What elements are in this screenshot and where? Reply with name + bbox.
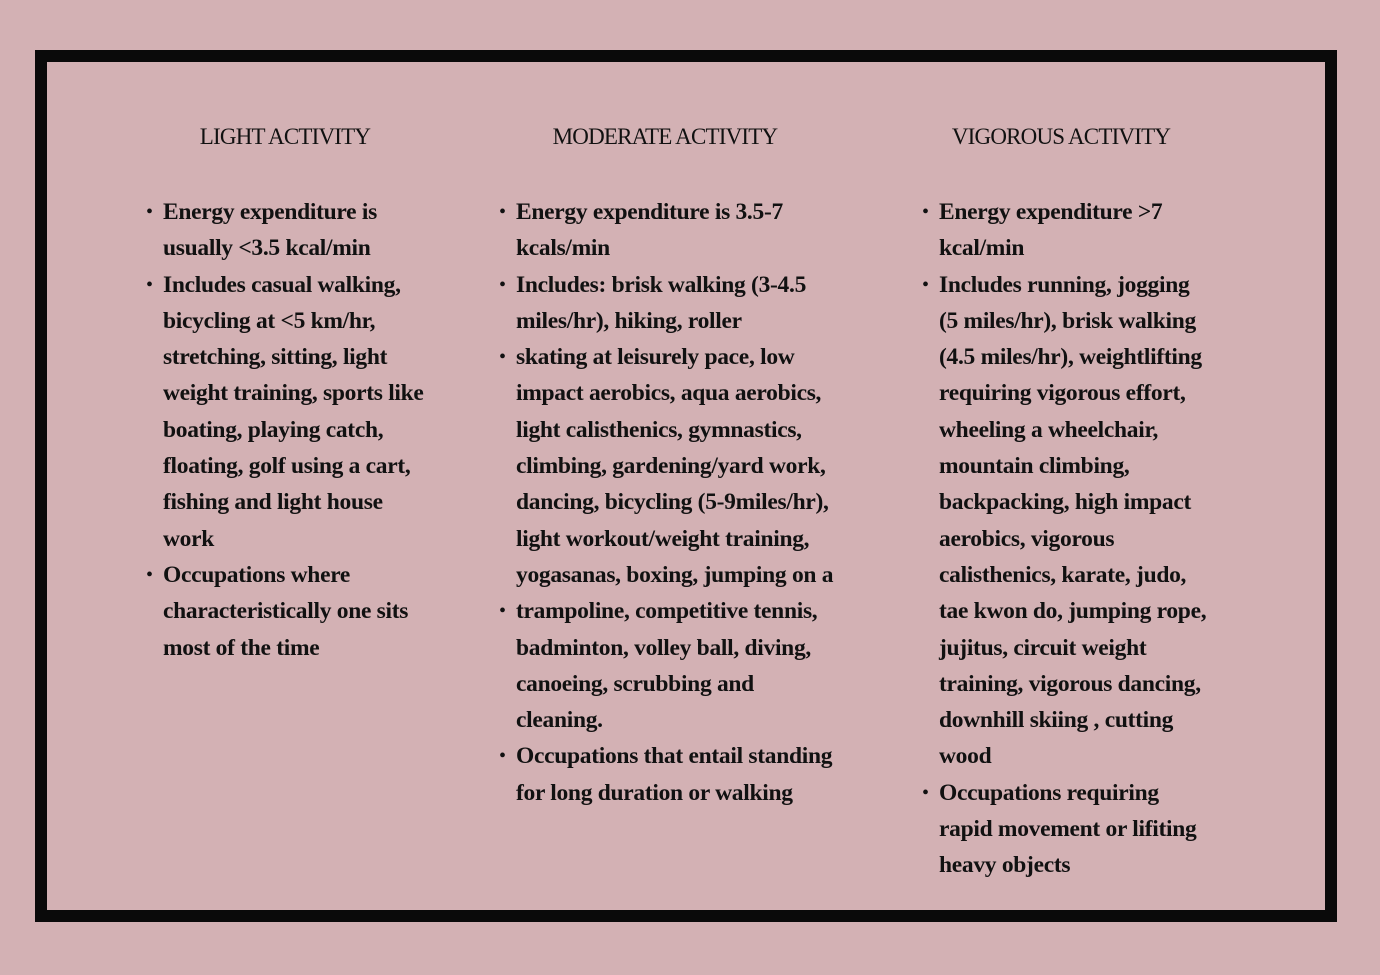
list-item-text: fishing and light house xyxy=(163,489,383,516)
list-item-text: weight training, sports like xyxy=(163,380,424,407)
list-item: • Includes: brisk walking (3-4.5 miles/hr)… xyxy=(499,267,833,340)
list-item-text: Occupations that entail standing xyxy=(516,743,833,770)
bullet-list: • Energy expenditure >7 kcal/min • Includes … xyxy=(922,194,1207,884)
list-item-text: calisthenics, karate, judo, xyxy=(939,561,1187,588)
list-item-text: kcal/min xyxy=(939,235,1025,262)
list-item-text: miles/hr), hiking, roller xyxy=(516,307,742,334)
list-item: • Occupations that entail standing for lon… xyxy=(499,738,833,811)
list-item-text: dancing, bicycling (5-9miles/hr), xyxy=(516,489,829,516)
list-item-text: cleaning. xyxy=(516,707,603,734)
bullet-icon: • xyxy=(146,273,154,296)
bullet-icon: • xyxy=(146,201,154,223)
list-item-text: tae kwon do, jumping rope, xyxy=(939,598,1207,625)
list-item-text: trampoline, competitive tennis, xyxy=(516,598,818,625)
column-heading: MODERATE ACTIVITY xyxy=(552,124,779,149)
list-item: • Energy expenditure >7 kcal/min xyxy=(922,194,1206,267)
list-item-text: jujitus, circuit weight xyxy=(939,634,1147,661)
list-item-text: mountain climbing, xyxy=(939,453,1130,480)
list-item: • Occupations requiring rapid movement or … xyxy=(922,775,1206,884)
list-item-text: Includes running, jogging xyxy=(939,271,1190,298)
bullet-icon: • xyxy=(499,273,507,296)
list-item: • Includes running, jogging (5 miles/hr), … xyxy=(922,267,1207,775)
list-item-text: work xyxy=(163,525,215,552)
list-item-text: heavy objects xyxy=(939,852,1071,879)
list-item-text: yogasanas, boxing, jumping on a xyxy=(516,561,834,588)
list-item-text: bicycling at <5 km/hr, xyxy=(163,307,376,334)
bullet-icon: • xyxy=(922,781,930,804)
bullet-icon: • xyxy=(922,201,930,223)
list-item-text: light workout/weight training, xyxy=(516,525,810,552)
list-item-text: Includes: brisk walking (3-4.5 xyxy=(516,271,807,298)
list-item: • Energy expenditure is 3.5-7 kcals/min xyxy=(499,194,833,267)
list-item-text: Includes casual walking, xyxy=(163,271,401,298)
bullet-icon: • xyxy=(499,346,507,369)
list-item-text: aerobics, vigorous xyxy=(939,525,1115,552)
list-item-text: impact aerobics, aqua aerobics, xyxy=(516,380,822,407)
list-item-text: light calisthenics, gymnastics, xyxy=(516,416,802,443)
list-item-text: characteristically one sits xyxy=(163,598,409,625)
list-item-text: Occupations requiring xyxy=(939,779,1159,806)
bullet-icon: • xyxy=(922,273,930,296)
list-item-text: for long duration or walking xyxy=(516,779,793,806)
list-item-text: training, vigorous dancing, xyxy=(939,670,1201,697)
column-heading: LIGHT ACTIVITY xyxy=(199,124,371,149)
list-item-text: Energy expenditure is xyxy=(163,199,377,225)
list-item-text: rapid movement or lifiting xyxy=(939,816,1197,843)
content-frame xyxy=(35,50,1337,922)
list-item-text: stretching, sitting, light xyxy=(163,344,388,371)
bullet-icon: • xyxy=(499,600,507,623)
list-item: • Energy expenditure is usually <3.5 kcal/… xyxy=(146,194,424,267)
list-item-text: skating at leisurely pace, low xyxy=(516,344,795,371)
list-item-text: Energy expenditure >7 xyxy=(939,199,1163,225)
list-item-text: requiring vigorous effort, xyxy=(939,380,1186,407)
bullet-list: • Energy expenditure is 3.5-7 kcals/min • In… xyxy=(499,194,834,811)
column-heading: VIGOROUS ACTIVITY xyxy=(951,124,1171,149)
list-item-text: Energy expenditure is 3.5-7 xyxy=(516,199,783,225)
bullet-icon: • xyxy=(499,201,507,223)
list-item-text: climbing, gardening/yard work, xyxy=(516,453,826,480)
list-item: • Occupations where characteristically one… xyxy=(146,557,424,666)
list-item-text: kcals/min xyxy=(516,235,610,262)
list-item-text: Occupations where xyxy=(163,561,351,588)
list-item-text: backpacking, high impact xyxy=(939,489,1192,516)
bullet-list: • Energy expenditure is usually <3.5 kcal/… xyxy=(146,194,424,666)
list-item: • skating at leisurely pace, low impact ae… xyxy=(499,339,834,593)
list-item: • Includes casual walking, bicycling at <5… xyxy=(146,267,424,557)
list-item-text: usually <3.5 kcal/min xyxy=(163,235,371,262)
list-item-text: floating, golf using a cart, xyxy=(163,453,411,480)
list-item: • trampoline, competitive tennis, badminto… xyxy=(499,593,833,738)
bullet-icon: • xyxy=(146,563,154,586)
list-item-text: canoeing, scrubbing and xyxy=(516,670,754,697)
list-item-text: downhill skiing , cutting xyxy=(939,707,1174,734)
list-item-text: (4.5 miles/hr), weightlifting xyxy=(939,344,1202,371)
list-item-text: wood xyxy=(939,743,992,770)
list-item-text: most of the time xyxy=(163,634,320,661)
list-item-text: badminton, volley ball, diving, xyxy=(516,634,811,661)
list-item-text: (5 miles/hr), brisk walking xyxy=(939,307,1196,334)
bullet-icon: • xyxy=(499,745,507,768)
list-item-text: boating, playing catch, xyxy=(163,416,384,443)
list-item-text: wheeling a wheelchair, xyxy=(939,416,1159,443)
